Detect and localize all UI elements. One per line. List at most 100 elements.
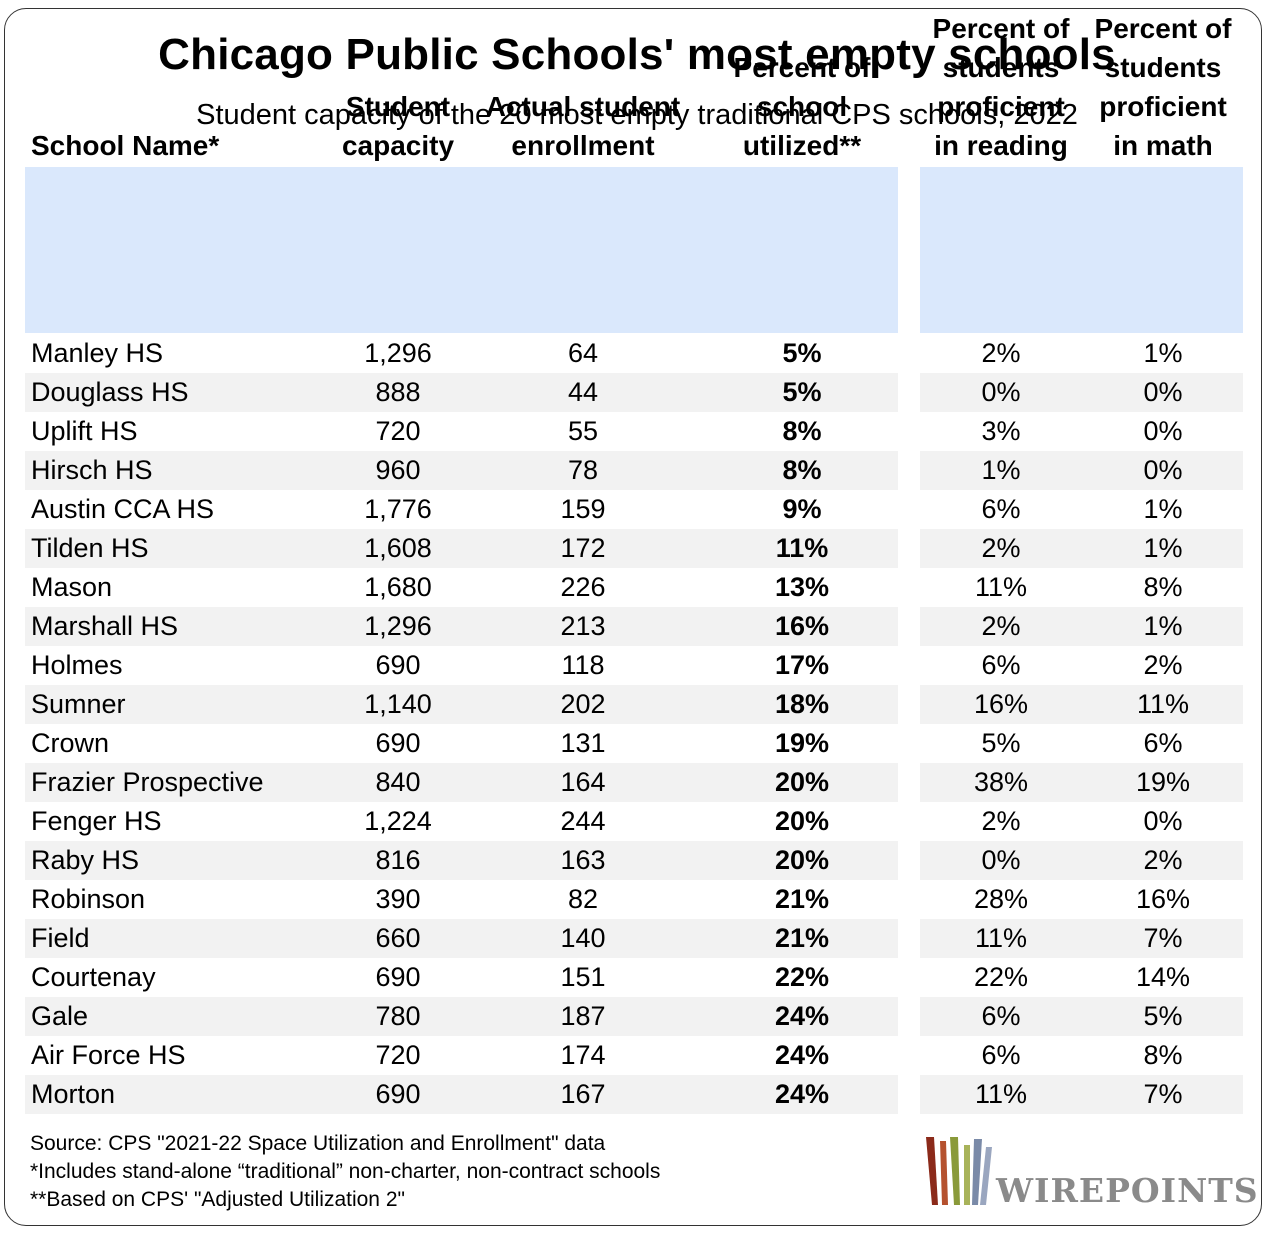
row-band-main bbox=[25, 1075, 898, 1114]
cell-school-name: Gale bbox=[31, 1001, 89, 1031]
table-row: Gale 780 187 24% 6% 5% bbox=[25, 997, 1243, 1036]
cell-utilized: 9% bbox=[782, 494, 822, 524]
table-row: Robinson 390 82 21% 28% 16% bbox=[25, 880, 1243, 919]
cell-reading: 0% bbox=[981, 377, 1021, 407]
cell-reading: 2% bbox=[981, 611, 1021, 641]
cell-capacity: 1,680 bbox=[364, 572, 432, 602]
cell-reading: 11% bbox=[974, 1079, 1028, 1109]
cell-reading: 2% bbox=[981, 533, 1021, 563]
row-band-proficiency bbox=[920, 1075, 1243, 1114]
row-band-proficiency bbox=[920, 841, 1243, 880]
column-header-utilized: Percent of school utilized** bbox=[733, 52, 871, 161]
cell-school-name: Douglass HS bbox=[31, 377, 189, 407]
cell-school-name: Hirsch HS bbox=[31, 455, 153, 485]
cell-school-name: Air Force HS bbox=[31, 1040, 186, 1070]
cell-capacity: 720 bbox=[375, 416, 421, 446]
chart-subtitle: Student capacity of the 20 most empty tr… bbox=[196, 99, 1078, 131]
cell-capacity: 1,296 bbox=[364, 611, 432, 641]
cell-capacity: 960 bbox=[375, 455, 421, 485]
cell-utilized: 16% bbox=[774, 611, 830, 641]
cell-math: 0% bbox=[1143, 416, 1183, 446]
cell-enrollment: 163 bbox=[560, 845, 606, 875]
cell-reading: 2% bbox=[981, 806, 1021, 836]
footnote-traditional: *Includes stand-alone “traditional” non-… bbox=[30, 1160, 661, 1183]
cell-utilized: 24% bbox=[774, 1001, 830, 1031]
row-band-proficiency bbox=[920, 607, 1243, 646]
cell-reading: 2% bbox=[981, 338, 1021, 368]
cell-utilized: 24% bbox=[774, 1079, 830, 1109]
cell-math: 11% bbox=[1136, 689, 1190, 719]
row-band-proficiency bbox=[920, 685, 1243, 724]
cell-math: 0% bbox=[1143, 806, 1183, 836]
cell-school-name: Robinson bbox=[31, 884, 146, 914]
cell-math: 2% bbox=[1143, 845, 1183, 875]
cell-school-name: Manley HS bbox=[31, 338, 164, 368]
cell-reading: 6% bbox=[981, 1040, 1021, 1070]
cell-enrollment: 187 bbox=[560, 1001, 606, 1031]
cell-enrollment: 78 bbox=[567, 455, 599, 485]
cell-enrollment: 167 bbox=[560, 1079, 606, 1109]
row-band-main bbox=[25, 841, 898, 880]
cell-enrollment: 213 bbox=[560, 611, 606, 641]
cell-utilized: 5% bbox=[782, 338, 822, 368]
table-row: Crown 690 131 19% 5% 6% bbox=[25, 724, 1243, 763]
table-row: Marshall HS 1,296 213 16% 2% 1% bbox=[25, 607, 1243, 646]
cell-capacity: 720 bbox=[375, 1040, 421, 1070]
table-row: Holmes 690 118 17% 6% 2% bbox=[25, 646, 1243, 685]
cell-reading: 22% bbox=[973, 962, 1029, 992]
footnotes: Source: CPS "2021-22 Space Utilization a… bbox=[30, 1130, 660, 1214]
row-band-main bbox=[25, 373, 898, 412]
row-band-main bbox=[25, 997, 898, 1036]
cell-math: 5% bbox=[1143, 1001, 1183, 1031]
cell-math: 1% bbox=[1143, 611, 1183, 641]
table-row: Tilden HS 1,608 172 11% 2% 1% bbox=[25, 529, 1243, 568]
cell-utilized: 21% bbox=[774, 923, 830, 953]
cell-reading: 16% bbox=[973, 689, 1029, 719]
cell-capacity: 690 bbox=[375, 650, 421, 680]
row-band-main bbox=[25, 607, 898, 646]
cell-capacity: 690 bbox=[375, 1079, 421, 1109]
cell-capacity: 888 bbox=[375, 377, 421, 407]
cell-school-name: Marshall HS bbox=[31, 611, 179, 641]
cell-enrollment: 64 bbox=[567, 338, 599, 368]
cell-capacity: 1,608 bbox=[364, 533, 432, 563]
cell-utilized: 5% bbox=[782, 377, 822, 407]
table-row: Austin CCA HS 1,776 159 9% 6% 1% bbox=[25, 490, 1243, 529]
cell-capacity: 780 bbox=[375, 1001, 421, 1031]
cell-utilized: 19% bbox=[774, 728, 830, 758]
column-header-capacity: Student capacity bbox=[341, 91, 455, 161]
column-header-enrollment: Actual student enrollment bbox=[485, 91, 681, 161]
cell-enrollment: 244 bbox=[560, 806, 606, 836]
wirepoints-logo: WIREPOINTS bbox=[924, 1135, 1258, 1210]
column-header-reading: Percent of students proficient in readin… bbox=[932, 13, 1070, 161]
cell-reading: 1% bbox=[981, 455, 1021, 485]
cell-reading: 38% bbox=[973, 767, 1029, 797]
cell-capacity: 690 bbox=[375, 962, 421, 992]
cell-utilized: 20% bbox=[774, 845, 830, 875]
cell-math: 0% bbox=[1143, 455, 1183, 485]
cell-capacity: 1,296 bbox=[364, 338, 432, 368]
cell-reading: 5% bbox=[981, 728, 1021, 758]
header-band-main bbox=[25, 167, 898, 333]
table-row: Manley HS 1,296 64 5% 2% 1% bbox=[25, 334, 1243, 373]
column-header-school-name: School Name* bbox=[31, 130, 220, 161]
cell-enrollment: 131 bbox=[560, 728, 606, 758]
cell-capacity: 390 bbox=[375, 884, 421, 914]
table-row: Hirsch HS 960 78 8% 1% 0% bbox=[25, 451, 1243, 490]
cell-school-name: Uplift HS bbox=[31, 416, 138, 446]
row-band-proficiency bbox=[920, 451, 1243, 490]
cell-school-name: Crown bbox=[31, 728, 110, 758]
cell-math: 0% bbox=[1143, 377, 1183, 407]
cell-capacity: 816 bbox=[375, 845, 421, 875]
cell-enrollment: 82 bbox=[567, 884, 599, 914]
cell-school-name: Mason bbox=[31, 572, 113, 602]
cell-math: 6% bbox=[1143, 728, 1183, 758]
table-row: Mason 1,680 226 13% 11% 8% bbox=[25, 568, 1243, 607]
cell-capacity: 840 bbox=[375, 767, 421, 797]
row-band-proficiency bbox=[920, 997, 1243, 1036]
cell-reading: 6% bbox=[981, 1001, 1021, 1031]
cell-math: 1% bbox=[1143, 338, 1183, 368]
row-band-proficiency bbox=[920, 763, 1243, 802]
cell-math: 1% bbox=[1143, 533, 1183, 563]
row-band-main bbox=[25, 685, 898, 724]
